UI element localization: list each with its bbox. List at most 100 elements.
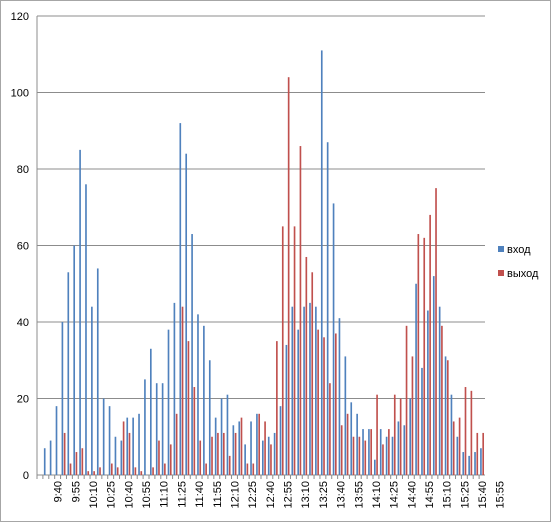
bar-vhod [238,421,241,475]
bar-vyhod [169,444,172,475]
bar-vhod [285,344,288,475]
bar-vyhod [234,432,237,475]
bar-vhod [356,413,358,475]
bar-vyhod [63,432,66,475]
bar-vyhod [75,452,78,475]
bar-vhod [120,440,123,475]
bar-vhod [326,142,329,475]
bar-vyhod [69,463,72,475]
x-tick-label: 15:10 [442,481,454,509]
bar-vyhod [441,325,443,475]
bar-vhod [480,448,482,475]
bar-vhod [320,50,323,476]
bar-vhod [362,429,364,475]
bar-vhod [303,306,305,475]
bar-vyhod [317,329,319,475]
bar-vhod [197,314,199,475]
bar-vhod [244,444,246,475]
bar-vyhod [134,467,137,475]
bar-vyhod [370,429,373,475]
bar-vhod [191,234,193,475]
bar-vhod [279,406,282,475]
bar-vyhod [128,432,131,475]
x-tick-label: 11:55 [212,481,224,508]
bar-vyhod [276,341,278,475]
bar-vhod [208,360,211,475]
bar-vyhod [405,325,408,475]
x-tick-label: 12:25 [247,481,259,509]
bar-vhod [214,417,217,475]
legend: вход выход [498,244,539,280]
bar-vyhod [99,467,101,475]
bar-vhod [350,402,353,475]
bar-vyhod [252,463,255,475]
bar-vyhod [193,387,196,475]
bar-vhod [474,452,476,475]
bar-vhod [220,398,223,475]
bar-vyhod [446,360,449,475]
y-tick-label: 100 [11,88,29,100]
x-tick-label: 10:40 [123,481,135,509]
bar-vhod [96,268,99,475]
x-tick-label: 10:55 [141,481,153,509]
bar-vhod [256,413,258,475]
bar-vyhod [264,421,266,475]
x-tick-label: 12:40 [265,481,277,509]
bar-vyhod [211,436,213,475]
bar-vhod [61,322,64,475]
x-tick-label: 11:25 [176,481,188,508]
bar-vhod [450,394,453,475]
bar-vhod [149,348,152,475]
bar-vhod [438,306,441,475]
x-tick-label: 15:55 [495,481,507,509]
bar-vyhod [299,146,302,476]
bar-vhod [67,272,70,475]
bar-vhod [291,306,294,475]
x-tick-label: 13:40 [336,481,348,509]
x-tick-label: 11:10 [159,481,171,508]
bar-vhod [138,413,140,475]
x-tick-label: 10:25 [106,481,118,509]
x-tick-label: 14:55 [424,481,436,509]
bar-vhod [397,421,400,475]
bar-vhod [421,367,423,475]
bar-vyhod [311,272,314,475]
bar-vhod [468,455,470,475]
bar-vyhod [429,214,431,475]
bar-vyhod [482,432,485,475]
bar-vhod [108,406,111,475]
bar-vhod [444,356,447,475]
bar-vyhod [352,436,355,475]
bar-vhod [91,306,93,475]
bar-vyhod [388,429,390,475]
bar-vyhod [87,471,90,475]
bar-vhod [203,325,205,475]
bar-vyhod [287,77,290,475]
bar-vyhod [140,471,143,475]
bar-vyhod [393,394,396,475]
x-tick-label: 12:55 [283,481,295,509]
bar-vhod [432,276,435,475]
x-tick-label: 14:40 [406,481,418,509]
bar-vyhod [187,341,190,475]
x-tick-label: 9:40 [53,481,65,502]
y-tick-label: 0 [23,470,29,482]
bar-vhod [379,429,382,475]
x-tick-label: 13:55 [353,481,365,509]
bar-vhod [315,306,317,475]
bar-vhod [250,421,252,475]
bar-vhod [373,459,376,475]
x-tick-label: 14:25 [389,481,401,509]
bar-vhod [55,406,58,475]
bar-vyhod [199,440,202,475]
bar-vyhod [346,413,349,475]
bar-vhod [155,383,158,475]
bar-vhod [391,436,394,475]
bar-vhod [462,452,465,475]
bar-vhod [297,329,300,475]
bar-vyhod [158,440,160,475]
bar-vyhod [110,463,113,475]
bar-vhod [144,379,146,475]
bar-vyhod [464,387,467,475]
bar-vhod [102,398,105,475]
